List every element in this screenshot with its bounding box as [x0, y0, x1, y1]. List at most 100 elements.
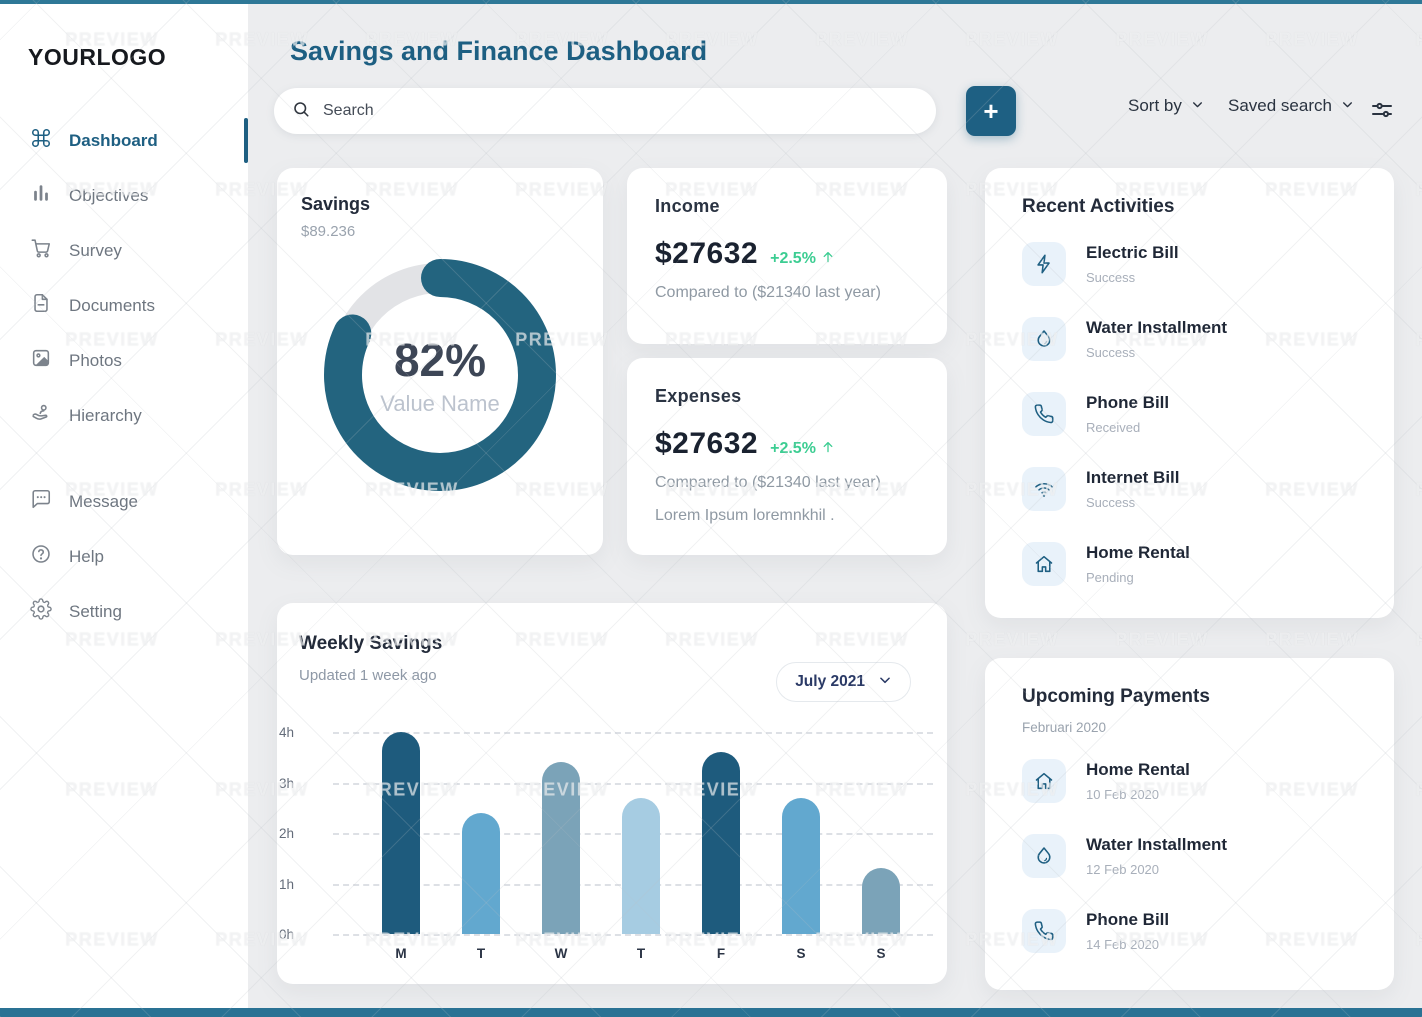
y-axis-tick: 1h — [279, 876, 295, 892]
gridline: 3h — [279, 776, 933, 791]
sidebar-item-objectives[interactable]: Objectives — [0, 168, 248, 223]
payment-name: Water Installment — [1086, 834, 1228, 854]
command-icon — [30, 127, 52, 154]
sidebar-item-label: Survey — [69, 240, 122, 260]
sidebar-item-survey[interactable]: Survey — [0, 223, 248, 278]
sidebar-item-help[interactable]: Help — [0, 529, 248, 584]
watermark-text: PREVIEW — [1115, 29, 1209, 50]
x-axis-label: T — [636, 946, 646, 961]
saved-search-label: Saved search — [1228, 96, 1332, 115]
watermark-text: PREVIEW — [1415, 630, 1422, 651]
payment-date: 14 Feb 2020 — [1086, 936, 1160, 952]
activity-row-phone-bill[interactable]: Phone Bill Received — [1022, 376, 1370, 451]
sidebar-item-label: Photos — [69, 350, 122, 370]
search-icon — [292, 100, 310, 123]
weekly-savings-updated: Updated 1 week ago — [299, 667, 437, 684]
sidebar-nav: Dashboard Objectives Survey — [0, 113, 248, 639]
activity-row-home-rental[interactable]: Home Rental Pending — [1022, 526, 1370, 601]
search-bar[interactable] — [274, 88, 936, 134]
sort-by-label: Sort by — [1128, 96, 1182, 115]
chevron-down-icon — [878, 673, 892, 692]
activity-row-internet-bill[interactable]: Internet Bill Success — [1022, 451, 1370, 526]
x-axis-label: S — [876, 946, 886, 961]
donut-percent: 82% — [393, 334, 487, 386]
x-axis-label: M — [395, 946, 407, 961]
activity-status: Success — [1086, 494, 1136, 510]
savings-title: Savings — [301, 194, 371, 214]
expenses-note: Lorem Ipsum loremnkhil . — [655, 507, 835, 524]
watermark-text: PREVIEW — [1115, 629, 1209, 650]
sidebar-item-setting[interactable]: Setting — [0, 584, 248, 639]
sidebar-item-dashboard[interactable]: Dashboard — [0, 113, 248, 168]
savings-amount: $89.236 — [301, 223, 356, 240]
period-label: July 2021 — [795, 673, 865, 690]
saved-search-button[interactable]: Saved search — [1228, 96, 1354, 116]
filter-sliders-button[interactable] — [1370, 98, 1394, 125]
watermark-text: PREVIEW — [815, 29, 909, 50]
activity-status: Pending — [1086, 569, 1134, 585]
bar-T-3 — [622, 797, 660, 934]
watermark-text: PREVIEW — [965, 629, 1059, 650]
phone-icon — [1022, 908, 1066, 953]
hierarchy-icon — [30, 402, 52, 429]
recent-activities-card: Recent Activities Electric Bill Success — [985, 168, 1394, 618]
chevron-down-icon — [1191, 96, 1204, 116]
sidebar-item-label: Hierarchy — [69, 405, 142, 425]
activity-name: Internet Bill — [1086, 467, 1180, 487]
watermark-text: PREVIEW — [1415, 930, 1422, 951]
expenses-card: Expenses $27632 +2.5% Compared to ($2134… — [627, 358, 947, 555]
weekly-bars — [361, 732, 921, 934]
bar-W-2 — [542, 762, 580, 934]
gear-icon — [30, 598, 52, 625]
add-button[interactable]: + — [966, 86, 1016, 136]
weekly-savings-card: Weekly Savings Updated 1 week ago July 2… — [277, 603, 947, 984]
activity-name: Electric Bill — [1086, 242, 1179, 262]
period-dropdown[interactable]: July 2021 — [776, 662, 911, 702]
sort-by-button[interactable]: Sort by — [1128, 96, 1204, 116]
y-axis-tick: 0h — [279, 927, 295, 942]
sidebar-item-hierarchy[interactable]: Hierarchy — [0, 388, 248, 443]
sidebar-item-documents[interactable]: Documents — [0, 278, 248, 333]
search-input[interactable] — [323, 102, 918, 120]
watermark-text: PREVIEW — [1415, 30, 1422, 51]
sidebar-item-label: Objectives — [69, 185, 149, 205]
donut-svg — [324, 259, 556, 491]
income-change: +2.5% — [770, 250, 816, 267]
drop-icon — [1022, 316, 1066, 361]
income-amount: $27632 — [655, 237, 759, 270]
bar-S-6 — [862, 868, 900, 934]
app-logo: YOURLOGO — [28, 44, 167, 70]
weekly-savings-title: Weekly Savings — [299, 633, 443, 654]
activity-row-electric-bill[interactable]: Electric Bill Success — [1022, 226, 1370, 301]
income-compare: Compared to ($21340 last year) — [655, 284, 881, 301]
y-axis-tick: 3h — [279, 775, 295, 791]
watermark-text: PREVIEW — [965, 29, 1059, 50]
upcoming-payments-month: Februari 2020 — [1022, 720, 1107, 735]
sidebar-item-label: Help — [69, 546, 104, 566]
active-indicator — [244, 118, 248, 163]
activity-name: Phone Bill — [1086, 392, 1170, 412]
sidebar: YOURLOGO Dashboard Objectives — [0, 4, 248, 1008]
drop-icon — [1022, 833, 1066, 878]
sidebar-item-message[interactable]: Message — [0, 474, 248, 529]
payment-row-water-installment[interactable]: Water Installment 12 Feb 2020 — [1022, 818, 1370, 893]
payment-row-phone-bill[interactable]: Phone Bill 14 Feb 2020 — [1022, 893, 1370, 968]
sidebar-item-label: Message — [69, 491, 138, 511]
activity-status: Received — [1086, 419, 1141, 435]
help-icon — [30, 543, 52, 570]
home-icon — [1022, 541, 1066, 586]
cart-icon — [30, 237, 52, 264]
payment-row-home-rental[interactable]: Home Rental 10 Feb 2020 — [1022, 743, 1370, 818]
watermark-text: PREVIEW — [1415, 780, 1422, 801]
activity-row-water-installment[interactable]: Water Installment Success — [1022, 301, 1370, 376]
sidebar-item-photos[interactable]: Photos — [0, 333, 248, 388]
activity-status: Success — [1086, 344, 1136, 360]
sliders-icon — [1370, 102, 1394, 125]
phone-icon — [1022, 391, 1066, 436]
bolt-icon — [1022, 241, 1066, 286]
bar-F-4 — [702, 752, 740, 934]
x-axis-label: W — [554, 946, 568, 961]
watermark-text: PREVIEW — [1415, 330, 1422, 351]
savings-card: Savings $89.236 82% Value Name — [277, 168, 603, 555]
